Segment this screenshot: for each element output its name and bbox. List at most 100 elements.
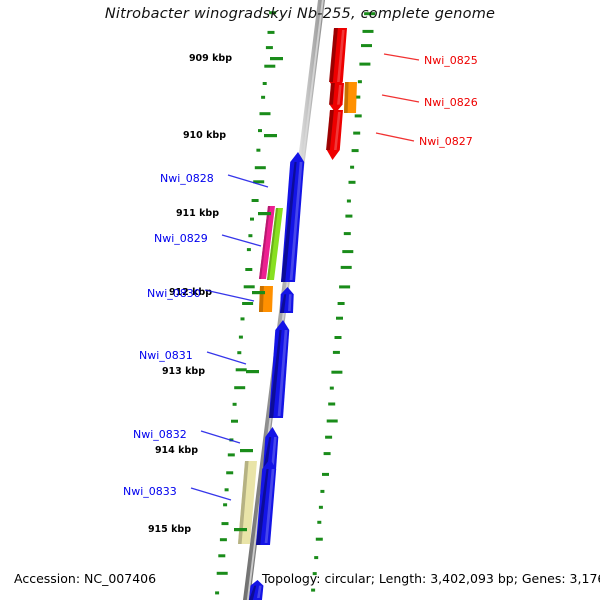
density-left-tick <box>231 419 238 423</box>
domain-bar-group <box>238 82 357 544</box>
ruler-label-5: 914 kbp <box>155 445 198 456</box>
density-right-tick <box>342 250 354 254</box>
gene-Nwi_0833-highlight <box>264 469 275 543</box>
gene-Nwi_0831-shadow <box>269 330 282 418</box>
density-left-tick <box>256 148 261 152</box>
density-right-tick <box>346 199 351 203</box>
leader-line-Nwi_0826 <box>381 94 420 103</box>
ruler-tick-3 <box>252 291 265 295</box>
density-left-tick <box>269 11 277 15</box>
density-right-tick <box>340 265 352 269</box>
density-left-tick <box>240 317 245 321</box>
leader-line-Nwi_0827 <box>375 132 415 142</box>
density-right-tick <box>356 95 361 99</box>
density-left-tick <box>227 453 235 457</box>
gene-arrow-group[interactable] <box>249 28 347 600</box>
density-left-tick <box>238 335 243 339</box>
ruler-tick-5 <box>240 449 253 453</box>
leader-line-Nwi_0831 <box>206 351 247 365</box>
gene-Nwi_0827-highlight <box>334 112 341 150</box>
density-left-tick <box>235 368 247 372</box>
gene-label-Nwi_0825[interactable]: Nwi_0825 <box>424 54 478 67</box>
leader-line-Nwi_0830 <box>204 289 255 302</box>
density-right-tick <box>326 419 338 423</box>
gene-label-Nwi_0833[interactable]: Nwi_0833 <box>123 485 177 498</box>
density-right-tick <box>325 435 333 439</box>
gene-label-group[interactable]: Nwi_0825 Nwi_0826 Nwi_0827 Nwi_0828 Nwi_0829… <box>123 53 478 501</box>
density-left-tick <box>221 522 229 526</box>
leader-line-Nwi_0825 <box>383 53 420 61</box>
gene-Nwi_0833-shadow <box>256 469 269 545</box>
gene-Nwi_0826-shadow <box>329 83 335 105</box>
density-right-tick <box>331 370 343 374</box>
leader-line-Nwi_0829 <box>221 234 262 247</box>
density-left-tick <box>251 199 259 202</box>
density-right-tick <box>323 452 331 456</box>
ruler-tick-2 <box>258 212 271 216</box>
density-left-tick <box>242 302 254 305</box>
gene-label-Nwi_0831[interactable]: Nwi_0831 <box>139 349 193 362</box>
density-right-tick <box>354 114 362 118</box>
density-right-tick <box>351 149 359 153</box>
density-left-tick <box>216 571 228 575</box>
ruler-tick-4 <box>246 370 259 374</box>
gene-label-Nwi_0827[interactable]: Nwi_0827 <box>419 135 473 148</box>
density-right-tick <box>322 472 329 476</box>
leader-line-Nwi_0833 <box>190 487 232 501</box>
density-right-tick <box>329 386 334 390</box>
density-left-tick <box>253 180 265 184</box>
density-left-tick <box>248 234 253 238</box>
density-left-tick <box>243 285 255 289</box>
density-left-tick <box>259 112 271 116</box>
leader-line-Nwi_0832 <box>200 430 241 444</box>
gene-Nwi_0831-highlight <box>277 330 288 416</box>
gene-Nwi_0830-shadow <box>280 294 287 313</box>
ruler-label-0: 909 kbp <box>189 53 232 64</box>
gene-label-Nwi_0829[interactable]: Nwi_0829 <box>154 232 208 245</box>
ruler-tick-6 <box>234 528 247 532</box>
leader-line-Nwi_0828 <box>227 174 269 188</box>
gene-Nwi_0834-shadow <box>249 585 257 600</box>
density-left-tick <box>237 351 242 355</box>
density-left-tick <box>224 488 229 492</box>
ruler-label-4: 913 kbp <box>162 366 205 377</box>
gene-Nwi_0826-highlight <box>337 85 342 105</box>
density-left-tick <box>258 129 262 133</box>
ruler-tick-0 <box>270 57 283 61</box>
density-left-tick <box>245 268 253 271</box>
domain-magenta-shadow <box>259 206 271 279</box>
density-left-tick <box>215 591 220 595</box>
gene-Nwi_0830-highlight <box>288 294 292 311</box>
gene-label-Nwi_0826[interactable]: Nwi_0826 <box>424 96 478 109</box>
density-right-tick <box>336 316 343 320</box>
accession-text: Accession: NC_007406 <box>14 571 157 586</box>
density-right-tick <box>361 44 372 48</box>
density-left-tick <box>267 30 275 34</box>
density-right-tick <box>357 80 362 84</box>
gene-density-right <box>311 12 376 592</box>
gene-label-Nwi_0830[interactable]: Nwi_0830 <box>147 287 201 300</box>
page-title: Nitrobacter winogradskyi Nb-255, complet… <box>104 6 496 22</box>
ruler-tick-1 <box>264 134 277 138</box>
gene-label-Nwi_0828[interactable]: Nwi_0828 <box>160 172 214 185</box>
ruler-label-3: 912 kbp <box>169 287 212 298</box>
density-left-tick <box>218 554 226 558</box>
gene-Nwi_0828-shadow <box>281 162 297 282</box>
domain-green-shadow <box>267 208 279 280</box>
gene-Nwi_0832-shadow <box>263 437 272 470</box>
domain-khaki-shadow <box>238 461 249 544</box>
density-left-tick <box>250 217 254 221</box>
density-left-tick <box>226 471 234 475</box>
density-left-tick <box>223 503 228 507</box>
gene-label-Nwi_0832[interactable]: Nwi_0832 <box>133 428 187 441</box>
density-right-tick <box>359 62 371 66</box>
density-right-tick <box>364 12 376 16</box>
density-right-tick <box>362 29 374 33</box>
density-left-tick <box>234 386 246 390</box>
gene-Nwi_0825-highlight <box>337 30 345 82</box>
density-right-tick <box>332 350 340 354</box>
density-left-tick <box>232 402 237 406</box>
density-right-tick <box>317 520 322 524</box>
